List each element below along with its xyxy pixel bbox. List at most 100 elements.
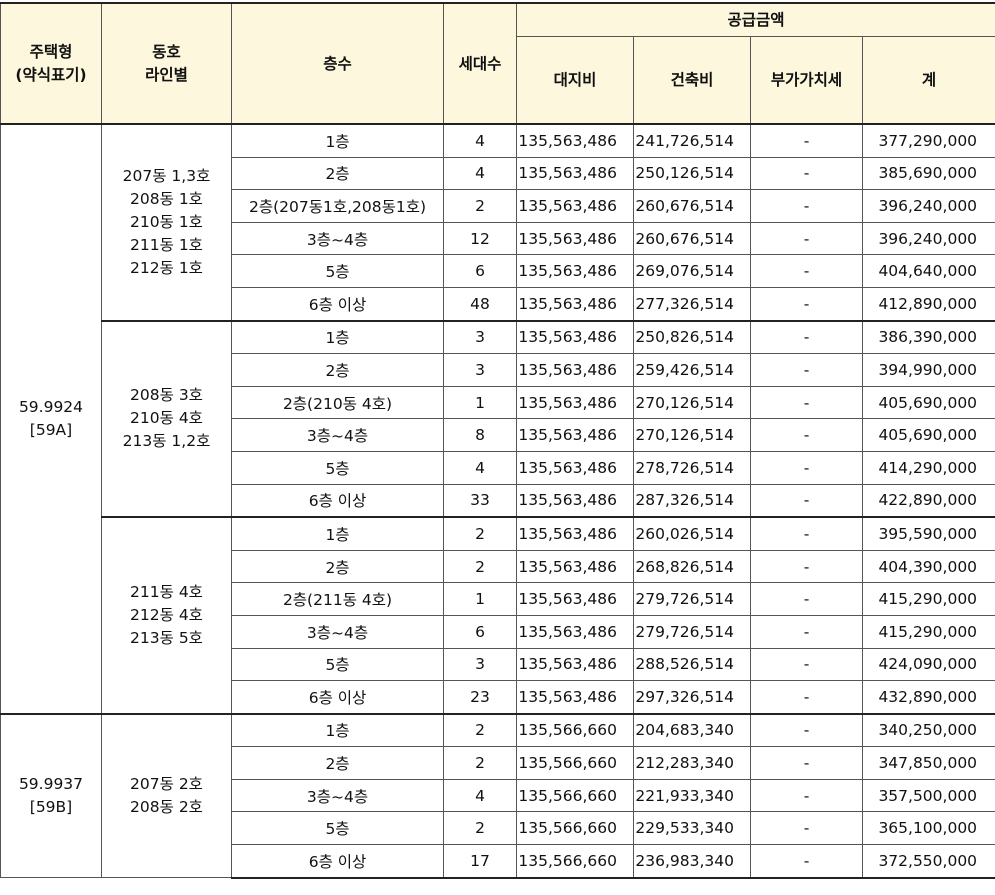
build-price-cell: 260,676,514 xyxy=(633,221,751,256)
land-price-cell: 135,563,486 xyxy=(516,189,634,223)
units-cell: 4 xyxy=(443,450,517,485)
land-price-cell: 135,566,660 xyxy=(516,844,634,879)
table-row: 3층~4층 4 135,566,660 221,933,340-357,500,000 xyxy=(1,778,995,813)
land-price-cell: 135,566,660 xyxy=(516,712,634,748)
land-price-cell: 135,563,486 xyxy=(516,549,634,584)
build-price-cell: 259,426,514 xyxy=(633,353,751,387)
build-price-cell: 221,933,340 xyxy=(633,778,751,813)
build-price-cell: 212,283,340 xyxy=(633,746,751,780)
floor-cell: 5층 xyxy=(231,450,444,485)
total-price-cell: 412,890,000 xyxy=(861,286,995,322)
total-price-cell: 414,290,000 xyxy=(861,450,995,485)
vat-cell: - xyxy=(750,778,863,813)
vat-cell: - xyxy=(750,614,863,649)
floor-cell: 1층 xyxy=(231,712,444,748)
table-row: 6층 이상 48 135,563,486 277,326,514-412,890,00… xyxy=(1,286,995,322)
floor-cell: 3층~4층 xyxy=(231,221,444,256)
total-price-cell: 415,290,000 xyxy=(861,582,995,616)
total-price-cell: 424,090,000 xyxy=(861,647,995,682)
floor-cell: 2층 xyxy=(231,353,444,387)
total-price-cell: 372,550,000 xyxy=(861,844,995,879)
build-price-cell: 229,533,340 xyxy=(633,811,751,846)
vat-cell: - xyxy=(750,286,863,322)
total-price-cell: 394,990,000 xyxy=(861,353,995,387)
vat-cell: - xyxy=(750,549,863,584)
table-row: 2층 4 135,563,486 250,126,514-385,690,000 xyxy=(1,156,995,191)
table-row: 211동 4호 212동 4호 213동 5호 1층 2 135,563,486 260… xyxy=(1,516,995,715)
total-price-cell: 396,240,000 xyxy=(861,189,995,223)
vat-cell: - xyxy=(750,122,863,158)
units-cell: 3 xyxy=(443,319,517,355)
floor-cell: 1층 xyxy=(231,516,444,551)
floor-cell: 6층 이상 xyxy=(231,844,444,879)
floor-cell: 3층~4층 xyxy=(231,778,444,813)
land-price-cell: 135,566,660 xyxy=(516,746,634,780)
units-cell: 4 xyxy=(443,156,517,191)
table-row: 59.9924 [59A] 207동 1,3호 208동 1호 210동 1호 2… xyxy=(0,122,995,715)
header-supply: 공급금액 xyxy=(515,2,995,37)
land-price-cell: 135,563,486 xyxy=(516,122,634,158)
table-row: 5층 6 135,563,486 269,076,514-404,640,000 xyxy=(1,254,995,288)
table-row: 3층~4층 8 135,563,486 270,126,514-405,690,000 xyxy=(1,418,995,452)
build-price-cell: 278,726,514 xyxy=(633,450,751,485)
vat-cell: - xyxy=(750,712,863,748)
table-row: 3층~4층 12 135,563,486 260,676,514-396,240,00… xyxy=(1,221,995,256)
build-price-cell: 288,526,514 xyxy=(633,647,751,682)
table-row: 5층 3 135,563,486 288,526,514-424,090,000 xyxy=(1,647,995,682)
land-price-cell: 135,563,486 xyxy=(516,614,634,649)
vat-cell: - xyxy=(750,450,863,485)
vat-cell: - xyxy=(750,680,863,715)
units-cell: 2 xyxy=(443,712,517,748)
floor-cell: 2층(210동 4호) xyxy=(231,385,444,420)
units-cell: 2 xyxy=(443,516,517,551)
build-price-cell: 270,126,514 xyxy=(633,385,751,420)
land-price-cell: 135,563,486 xyxy=(516,254,634,288)
total-price-cell: 405,690,000 xyxy=(861,385,995,420)
land-price-cell: 135,563,486 xyxy=(516,286,634,322)
units-cell: 12 xyxy=(443,221,517,256)
housing-type-cell: 59.9937 [59B] xyxy=(0,712,102,879)
line-cell: 211동 4호 212동 4호 213동 5호 xyxy=(101,516,232,715)
vat-cell: - xyxy=(750,516,863,551)
floor-cell: 5층 xyxy=(231,647,444,682)
total-price-cell: 404,390,000 xyxy=(861,549,995,584)
vat-cell: - xyxy=(750,221,863,256)
floor-cell: 2층(211동 4호) xyxy=(231,582,444,616)
build-price-cell: 260,026,514 xyxy=(633,516,751,551)
table-row: 6층 이상 17 135,566,660 236,983,340-372,550,00… xyxy=(1,844,995,879)
vat-cell: - xyxy=(750,254,863,288)
housing-type-cell: 59.9924 [59A] xyxy=(0,123,102,715)
total-price-cell: 432,890,000 xyxy=(861,680,995,715)
build-price-cell: 236,983,340 xyxy=(633,844,751,879)
build-price-cell: 269,076,514 xyxy=(633,254,751,288)
units-cell: 4 xyxy=(443,778,517,813)
land-price-cell: 135,563,486 xyxy=(516,156,634,191)
units-cell: 1 xyxy=(443,385,517,420)
land-price-cell: 135,563,486 xyxy=(516,483,634,518)
floor-cell: 5층 xyxy=(231,811,444,846)
units-cell: 2 xyxy=(443,746,517,780)
table-row: 2층(210동 4호) 1 135,563,486 270,126,514-405,6… xyxy=(1,385,995,420)
land-price-cell: 135,563,486 xyxy=(516,450,634,485)
units-cell: 6 xyxy=(443,614,517,649)
floor-cell: 2층 xyxy=(231,746,444,780)
land-price-cell: 135,563,486 xyxy=(516,319,634,355)
vat-cell: - xyxy=(750,156,863,191)
floor-cell: 6층 이상 xyxy=(231,483,444,518)
header-land: 대지비 xyxy=(516,36,634,125)
table-row: 6층 이상 33 135,563,486 287,326,514-422,890,00… xyxy=(1,483,995,518)
units-cell: 2 xyxy=(443,549,517,584)
floor-cell: 1층 xyxy=(231,122,444,158)
vat-cell: - xyxy=(750,189,863,223)
floor-cell: 3층~4층 xyxy=(231,614,444,649)
units-cell: 23 xyxy=(443,680,517,715)
table-row: 208동 3호 210동 4호 213동 1,2호 1층 3 135,563,486 2… xyxy=(1,319,995,518)
table-body: 59.9924 [59A] 207동 1,3호 208동 1호 210동 1호 2… xyxy=(0,122,995,879)
total-price-cell: 365,100,000 xyxy=(861,811,995,846)
units-cell: 17 xyxy=(443,844,517,879)
build-price-cell: 297,326,514 xyxy=(633,680,751,715)
vat-cell: - xyxy=(750,319,863,355)
total-price-cell: 405,690,000 xyxy=(861,418,995,452)
floor-cell: 1층 xyxy=(231,319,444,355)
vat-cell: - xyxy=(750,746,863,780)
